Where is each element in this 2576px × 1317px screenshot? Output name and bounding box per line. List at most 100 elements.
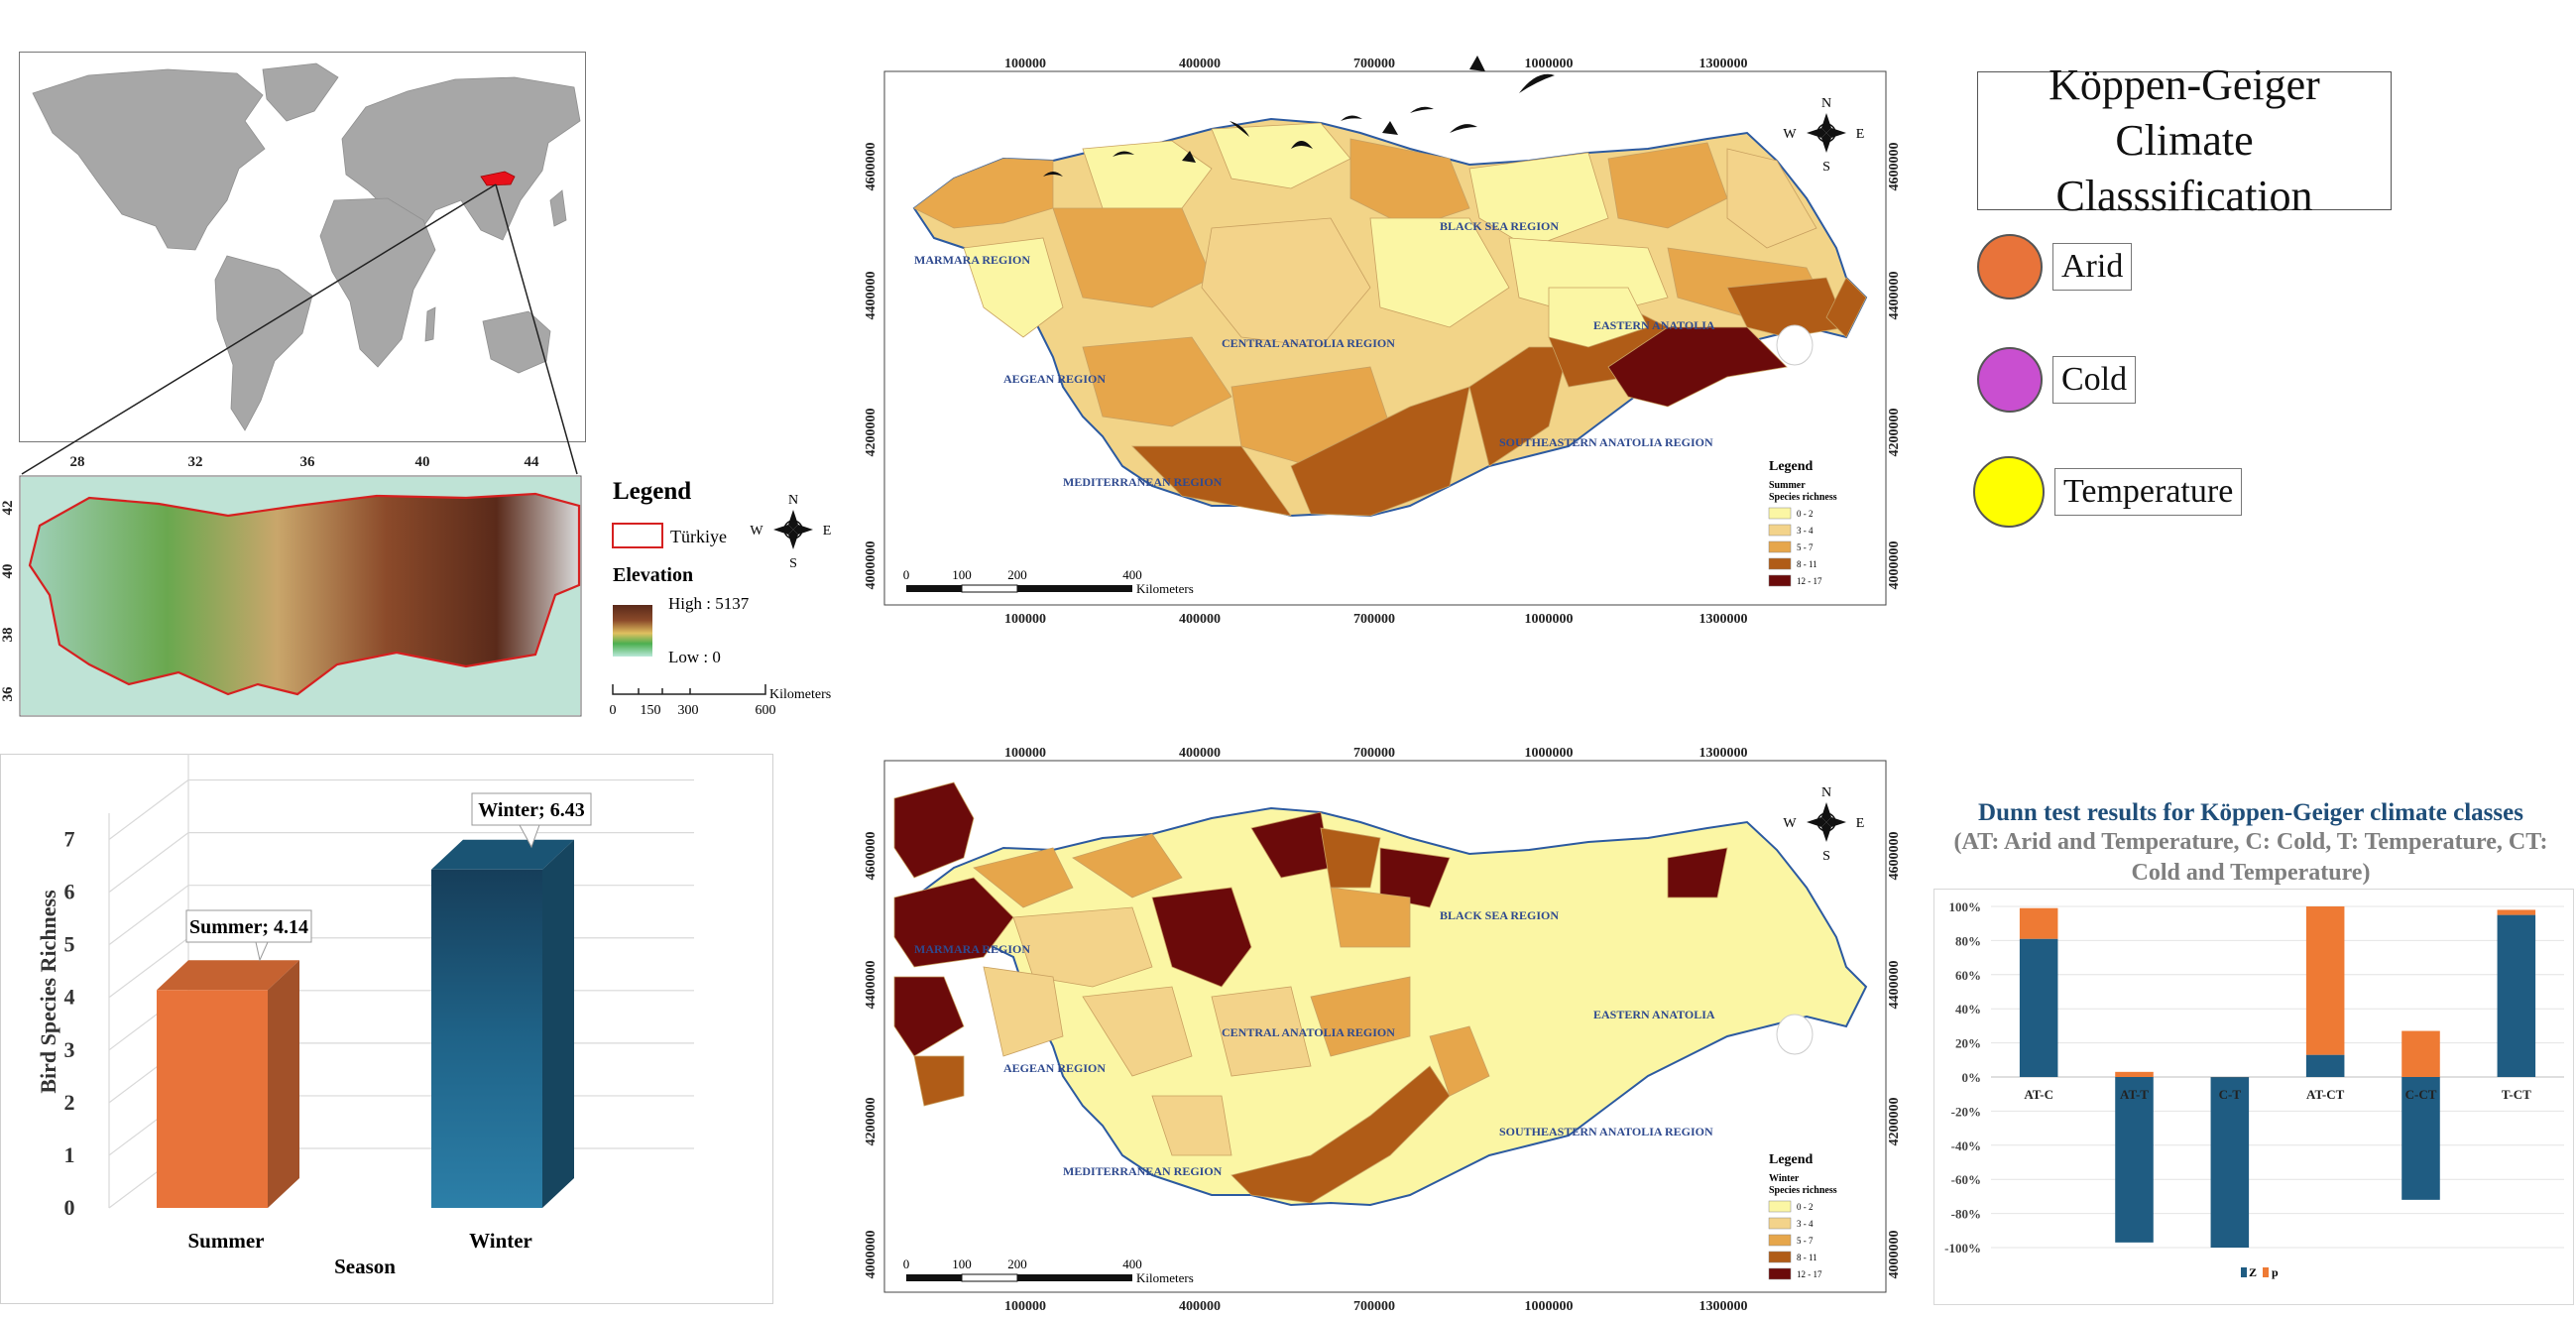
summer-bottom-tick: 700000 — [1353, 612, 1395, 627]
winter-region-label: EASTERN ANATOLIA — [1593, 1008, 1715, 1021]
dunn-chart-panel: 100%80%60%40%20%0%-20%-40%-60%-80%-100% … — [1933, 889, 2574, 1305]
svg-text:N: N — [788, 493, 798, 508]
winter-class-label: 5 - 7 — [1797, 1236, 1814, 1246]
summer-scale-bar — [906, 585, 1132, 592]
elev-left-tick: 42 — [0, 501, 16, 516]
summer-map-panel: 100000 400000 700000 1000000 1300000 100… — [855, 50, 1906, 633]
y-tick-label: 80% — [1955, 933, 1981, 948]
summer-region-label: MARMARA REGION — [914, 253, 1030, 267]
winter-left-tick: 4200000 — [864, 1098, 878, 1146]
temperature-swatch — [1973, 456, 2045, 528]
elevation-low-label: Low : 0 — [668, 648, 721, 666]
winter-top-tick: 100000 — [1004, 746, 1046, 761]
y-tick-label: 5 — [64, 932, 75, 957]
dunn-category-label: C-T — [2219, 1087, 2242, 1102]
summer-right-tick: 4200000 — [1887, 409, 1902, 457]
y-tick-label: 2 — [64, 1090, 75, 1115]
dunn-bar-p-at-c — [2020, 908, 2058, 939]
winter-legend-title: Legend — [1769, 1152, 1814, 1167]
winter-top-tick: 400000 — [1179, 746, 1221, 761]
y-tick-label: 0 — [64, 1195, 75, 1220]
summer-top-tick: 1300000 — [1699, 57, 1748, 71]
dunn-bar-z-at-t — [2115, 1077, 2154, 1243]
summer-left-tick: 4000000 — [864, 541, 878, 590]
compass-icon: N S E W — [750, 493, 831, 571]
winter-region-label: MEDITERRANEAN REGION — [1063, 1164, 1223, 1178]
dunn-category-label: AT-CT — [2306, 1087, 2345, 1102]
summer-class-label: 8 - 11 — [1797, 559, 1817, 569]
dunn-category-label: AT-C — [2024, 1087, 2053, 1102]
dunn-bar-p-c-ct — [2401, 1031, 2440, 1077]
koppen-item-cold: Cold — [1977, 347, 2136, 413]
scale-unit: Kilometers — [1136, 581, 1194, 596]
winter-class-label: 0 - 2 — [1797, 1202, 1814, 1212]
elev-top-tick: 36 — [300, 454, 316, 470]
elevation-legend-title: Elevation — [613, 564, 693, 586]
summer-left-tick: 4400000 — [864, 272, 878, 320]
dunn-bar-p-at-t — [2115, 1072, 2154, 1077]
scale-label: 100 — [952, 1257, 972, 1271]
koppen-item-arid: Arid — [1977, 234, 2132, 299]
turkiye-legend-label: Türkiye — [670, 527, 727, 546]
summer-top-tick: 400000 — [1179, 57, 1221, 71]
svg-text:S: S — [789, 556, 797, 571]
y-tick-label: 100% — [1949, 899, 1982, 914]
winter-legend-sub: Winter — [1769, 1173, 1800, 1184]
svg-text:Winter; 6.43: Winter; 6.43 — [478, 799, 584, 821]
scale-label: 300 — [678, 703, 699, 718]
elev-left-tick: 36 — [0, 686, 16, 702]
season-xlabel: Season — [334, 1255, 396, 1278]
summer-class-label: 3 - 4 — [1797, 526, 1814, 536]
winter-left-tick: 4400000 — [864, 961, 878, 1010]
dunn-bar-p-at-ct — [2306, 906, 2345, 1055]
winter-region-label: BLACK SEA REGION — [1440, 908, 1559, 922]
lake-van — [1777, 325, 1813, 365]
summer-richness-map: 100000 400000 700000 1000000 1300000 100… — [855, 50, 1906, 633]
elev-top-tick: 44 — [525, 454, 540, 470]
cold-swatch — [1977, 347, 2043, 413]
koppen-item-temperature: Temperature — [1973, 456, 2242, 528]
summer-left-tick: 4200000 — [864, 409, 878, 457]
winter-richness-map: 100000 400000 700000 1000000 1300000 100… — [855, 739, 1906, 1312]
summer-class-label: 5 - 7 — [1797, 542, 1814, 552]
elev-left-tick: 38 — [0, 628, 16, 643]
svg-text:S: S — [1822, 160, 1830, 175]
summer-legend-sub: Summer — [1769, 480, 1806, 491]
svg-text:S: S — [1822, 849, 1830, 864]
dunn-bar-z-at-c — [2020, 939, 2058, 1077]
summer-right-tick: 4000000 — [1887, 541, 1902, 590]
elev-top-tick: 28 — [70, 454, 85, 470]
arid-label: Arid — [2052, 243, 2132, 291]
scale-label: 200 — [1007, 567, 1027, 582]
dunn-title-block: Dunn test results for Köppen-Geiger clim… — [1933, 799, 2568, 889]
summer-region-label: MEDITERRANEAN REGION — [1063, 475, 1223, 489]
season-category-summer: Summer — [188, 1229, 265, 1253]
y-tick-label: 20% — [1955, 1036, 1981, 1051]
winter-bottom-tick: 1000000 — [1525, 1299, 1574, 1312]
winter-bottom-tick: 400000 — [1179, 1299, 1221, 1312]
summer-region-label: AEGEAN REGION — [1003, 372, 1106, 386]
summer-legend-title: Legend — [1769, 459, 1814, 474]
winter-scale-bar — [906, 1274, 1132, 1281]
winter-top-tick: 1300000 — [1699, 746, 1748, 761]
elev-left-tick: 40 — [0, 564, 16, 579]
y-tick-label: 60% — [1955, 968, 1981, 983]
svg-text:W: W — [1783, 816, 1797, 831]
y-tick-label: -80% — [1951, 1207, 1981, 1222]
winter-bottom-tick: 100000 — [1004, 1299, 1046, 1312]
cold-label: Cold — [2052, 356, 2136, 404]
winter-region-label: MARMARA REGION — [914, 942, 1030, 956]
winter-top-tick: 1000000 — [1525, 746, 1574, 761]
winter-region-label: CENTRAL ANATOLIA REGION — [1222, 1025, 1395, 1039]
season-ylabel: Bird Species Richness — [36, 890, 60, 1094]
elevation-ramp — [613, 605, 652, 657]
svg-text:W: W — [750, 524, 763, 539]
lake-van — [1777, 1015, 1813, 1054]
winter-left-tick: 4600000 — [864, 832, 878, 881]
winter-right-tick: 4600000 — [1887, 832, 1902, 881]
winter-bottom-tick: 1300000 — [1699, 1299, 1748, 1312]
summer-region-label: SOUTHEASTERN ANATOLIA REGION — [1499, 435, 1713, 449]
winter-right-tick: 4400000 — [1887, 961, 1902, 1010]
summer-bottom-tick: 1000000 — [1525, 612, 1574, 627]
